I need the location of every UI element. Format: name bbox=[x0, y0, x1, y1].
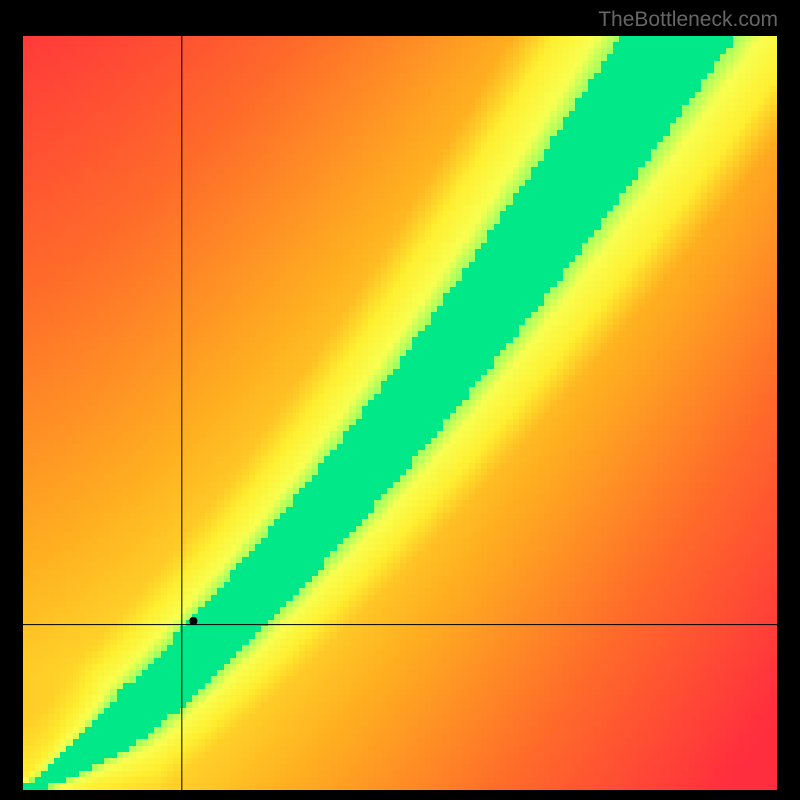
heatmap-canvas bbox=[23, 36, 777, 790]
chart-container: TheBottleneck.com bbox=[0, 0, 800, 800]
watermark-text: TheBottleneck.com bbox=[598, 8, 778, 32]
plot-area bbox=[23, 36, 777, 790]
